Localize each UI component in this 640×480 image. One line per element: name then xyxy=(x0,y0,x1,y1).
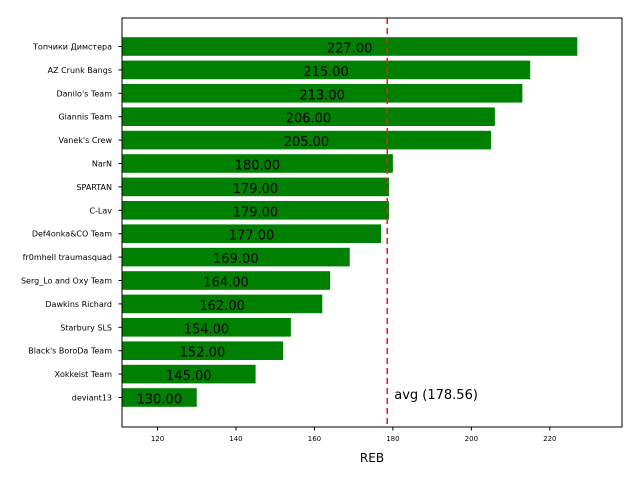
category-label-10: Serg_Lo and Oxy Team xyxy=(21,277,112,286)
bar-5 xyxy=(122,154,393,173)
bar-value-label-6: 179.00 xyxy=(233,182,279,197)
bar-6 xyxy=(122,177,389,197)
x-ticks-group: 120 140 160 180 200 220 xyxy=(118,46,557,443)
category-label-6: SPARTAN xyxy=(76,183,112,192)
x-tick-label-4: 200 xyxy=(465,435,478,443)
category-label-12: Starbury SLS xyxy=(60,323,112,332)
bar-value-label-10: 164.00 xyxy=(203,276,249,291)
bar-value-label-7: 179.00 xyxy=(233,205,279,220)
bar-11 xyxy=(122,294,323,314)
average-label: avg (178.56) xyxy=(394,388,478,403)
category-label-1: AZ Crunk Bangs xyxy=(48,66,112,75)
bar-3 xyxy=(122,107,495,126)
x-tick-label-5: 220 xyxy=(543,435,556,443)
bar-13 xyxy=(122,341,284,360)
bar-value-label-12: 154.00 xyxy=(184,322,230,337)
plot-frame xyxy=(121,17,623,428)
x-tick-label-1: 140 xyxy=(229,435,242,443)
bar-value-label-9: 169.00 xyxy=(213,252,259,267)
bar-12 xyxy=(122,318,291,337)
category-label-0: Топчики Димстера xyxy=(32,43,112,52)
bar-value-label-11: 162.00 xyxy=(199,299,245,314)
x-tick-label-3: 180 xyxy=(386,435,399,443)
bar-10 xyxy=(122,271,331,290)
bar-value-label-14: 145.00 xyxy=(166,369,212,384)
bar-value-label-5: 180.00 xyxy=(235,159,281,174)
bar-2 xyxy=(122,84,523,103)
category-label-11: Dawkins Richard xyxy=(45,300,112,309)
category-label-3: Giannis Team xyxy=(58,113,112,122)
bar-value-label-13: 152.00 xyxy=(180,346,226,361)
bar-1 xyxy=(122,60,531,80)
x-tick-label-2: 160 xyxy=(308,435,321,443)
bar-value-label-2: 213.00 xyxy=(299,88,345,103)
category-label-2: Danilo's Team xyxy=(56,89,112,98)
category-label-15: deviant13 xyxy=(72,394,112,403)
x-axis-title: REB xyxy=(360,451,384,465)
bar-value-label-15: 130.00 xyxy=(137,393,183,408)
bar-value-label-0: 227.00 xyxy=(327,42,373,57)
category-label-7: C-Lav xyxy=(89,206,112,215)
x-tick-label-0: 120 xyxy=(151,435,164,443)
bar-value-label-8: 177.00 xyxy=(229,229,275,244)
category-label-4: Vanek's Crew xyxy=(59,136,113,145)
category-label-8: Def4onka&CO Team xyxy=(32,230,112,239)
bar-value-label-4: 205.00 xyxy=(284,135,330,150)
bar-8 xyxy=(122,224,382,243)
bar-7 xyxy=(122,201,389,220)
bar-14 xyxy=(122,364,256,384)
bar-15 xyxy=(122,388,197,407)
bars-group xyxy=(122,37,578,407)
category-label-9: fr0mhell traumasquad xyxy=(23,253,112,262)
bar-0 xyxy=(122,37,578,56)
reference-line-group: avg (178.56) xyxy=(386,18,478,427)
bar-value-label-1: 215.00 xyxy=(303,65,349,80)
category-label-14: Xokkeist Team xyxy=(55,370,113,379)
bar-value-label-3: 206.00 xyxy=(286,112,332,127)
category-labels-group: Топчики Димстера AZ Crunk Bangs Danilo's T… xyxy=(21,43,112,403)
bar-9 xyxy=(122,247,350,267)
bar-4 xyxy=(122,130,491,150)
category-label-5: NarN xyxy=(92,160,112,169)
category-label-13: Black's BoroDa Team xyxy=(28,347,112,356)
